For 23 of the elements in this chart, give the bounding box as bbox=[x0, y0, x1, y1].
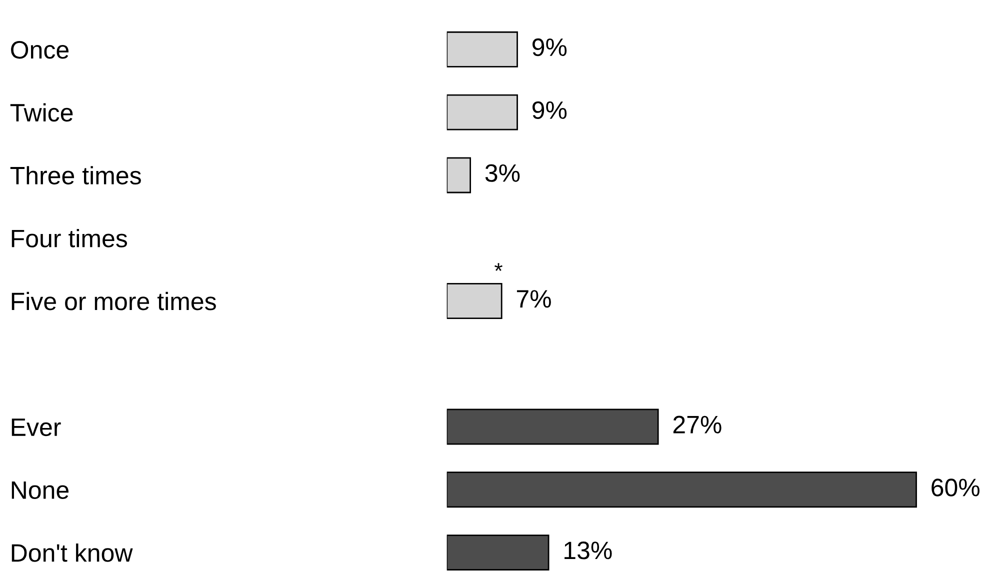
y-tick-label: Ever bbox=[12, 418, 61, 436]
bar bbox=[446, 534, 550, 571]
bar bbox=[446, 31, 518, 68]
y-tick-label: Five or more times bbox=[12, 292, 216, 310]
y-tick-label: Don't know bbox=[12, 543, 133, 562]
bar bbox=[446, 157, 472, 194]
bar bbox=[446, 282, 502, 319]
y-tick-label: Twice bbox=[10, 103, 73, 122]
data-label: 7% bbox=[516, 290, 551, 308]
bar bbox=[446, 472, 917, 508]
data-label: 27% bbox=[673, 416, 722, 434]
y-tick-label: Three times bbox=[10, 166, 141, 185]
text: * bbox=[494, 263, 502, 271]
y-tick-label: None bbox=[12, 482, 69, 499]
data-label: 9% bbox=[532, 38, 567, 56]
data-label: 60% bbox=[932, 478, 980, 496]
y-tick-label: Once bbox=[11, 41, 68, 59]
y-tick-label: Four times bbox=[12, 229, 128, 248]
data-label: 13% bbox=[564, 542, 612, 560]
data-label: 3% bbox=[485, 164, 520, 182]
bar bbox=[446, 408, 659, 445]
bar bbox=[446, 94, 518, 130]
data-label: 9% bbox=[532, 101, 567, 120]
